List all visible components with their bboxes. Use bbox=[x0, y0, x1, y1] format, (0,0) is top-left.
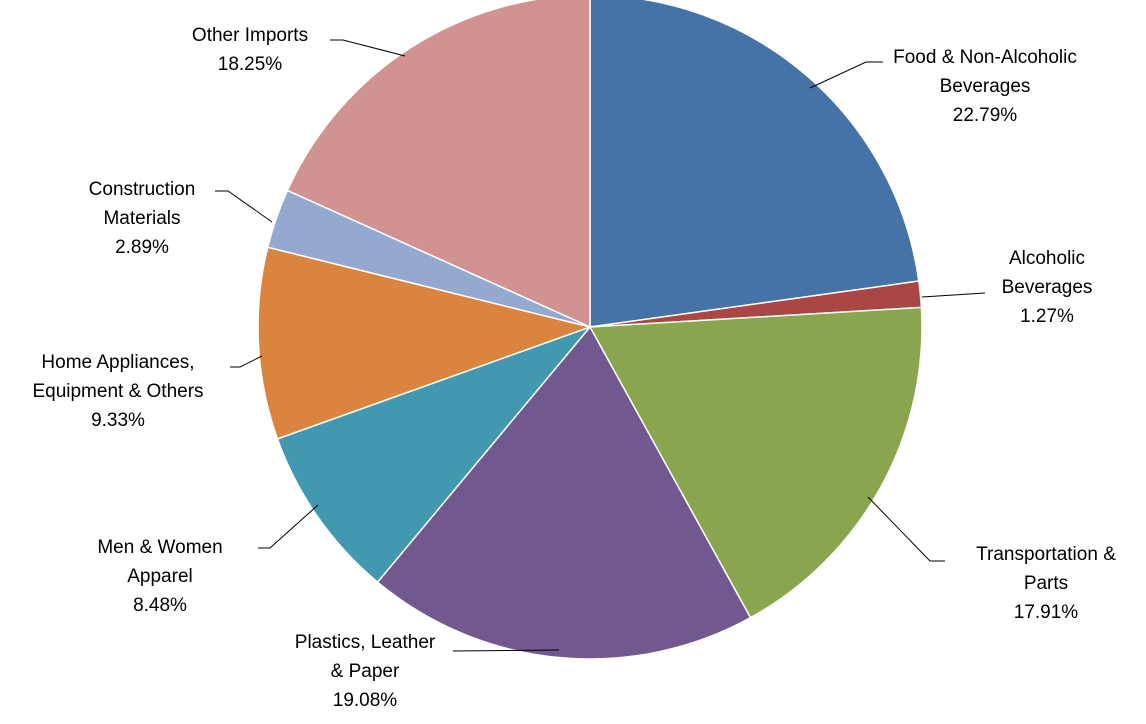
slice-labels: Food & Non-Alcoholic Beverages 22.79% Alcoh… bbox=[32, 25, 1116, 711]
leader-line-7 bbox=[330, 39, 406, 57]
slice-category-label: Men & Women bbox=[97, 537, 222, 558]
leader-line-6 bbox=[215, 190, 273, 223]
slice-category-label: Apparel bbox=[127, 566, 193, 587]
pie-slice-2 bbox=[588, 306, 923, 619]
slice-value-label: 2.89% bbox=[115, 237, 169, 258]
slice-category-label: Other Imports bbox=[192, 25, 308, 46]
slice-category-label: Food & Non-Alcoholic bbox=[893, 47, 1077, 68]
slice-category-label: Materials bbox=[103, 208, 180, 229]
slice-value-label: 9.33% bbox=[91, 410, 145, 431]
slice-label-1: Alcoholic Beverages 1.27% bbox=[1002, 248, 1093, 327]
leader-line-0 bbox=[809, 61, 883, 89]
slice-category-label: Parts bbox=[1024, 573, 1068, 594]
slice-label-6: Construction Materials 2.89% bbox=[89, 179, 196, 258]
pie-slice-3 bbox=[376, 325, 752, 660]
slice-label-4: Men & Women Apparel 8.48% bbox=[97, 537, 222, 616]
slice-value-label: 8.48% bbox=[133, 595, 187, 616]
slice-category-label: Beverages bbox=[940, 76, 1031, 97]
slice-label-7: Other Imports 18.25% bbox=[192, 25, 308, 75]
leader-line-4 bbox=[258, 504, 319, 549]
slice-category-label: Plastics, Leather bbox=[295, 632, 436, 653]
slice-value-label: 1.27% bbox=[1020, 306, 1074, 327]
slice-category-label: & Paper bbox=[331, 661, 400, 682]
pie-slice-0 bbox=[589, 0, 920, 328]
slice-value-label: 22.79% bbox=[953, 105, 1018, 126]
slice-value-label: 18.25% bbox=[218, 54, 283, 75]
slice-value-label: 17.91% bbox=[1014, 602, 1079, 623]
slice-value-label: 19.08% bbox=[333, 690, 398, 711]
slice-label-3: Plastics, Leather & Paper 19.08% bbox=[295, 632, 436, 711]
slice-category-label: Home Appliances, bbox=[41, 352, 194, 373]
pie-slice-4 bbox=[276, 325, 593, 584]
leader-line-1 bbox=[921, 292, 986, 298]
slice-label-2: Transportation & Parts 17.91% bbox=[976, 544, 1116, 623]
leader-line-2 bbox=[867, 496, 945, 562]
slice-label-0: Food & Non-Alcoholic Beverages 22.79% bbox=[893, 47, 1077, 126]
pie-slices bbox=[257, 0, 923, 660]
slice-category-label: Transportation & bbox=[976, 544, 1116, 565]
slice-label-5: Home Appliances, Equipment & Others 9.33% bbox=[32, 352, 203, 431]
pie-slice-5 bbox=[257, 246, 593, 440]
slice-category-label: Beverages bbox=[1002, 277, 1093, 298]
leader-line-3 bbox=[452, 649, 560, 652]
slice-category-label: Equipment & Others bbox=[32, 381, 203, 402]
slice-category-label: Construction bbox=[89, 179, 196, 200]
slice-category-label: Alcoholic bbox=[1009, 248, 1085, 269]
leader-lines bbox=[215, 39, 986, 652]
pie-slice-7 bbox=[286, 0, 591, 329]
leader-line-5 bbox=[230, 355, 263, 368]
